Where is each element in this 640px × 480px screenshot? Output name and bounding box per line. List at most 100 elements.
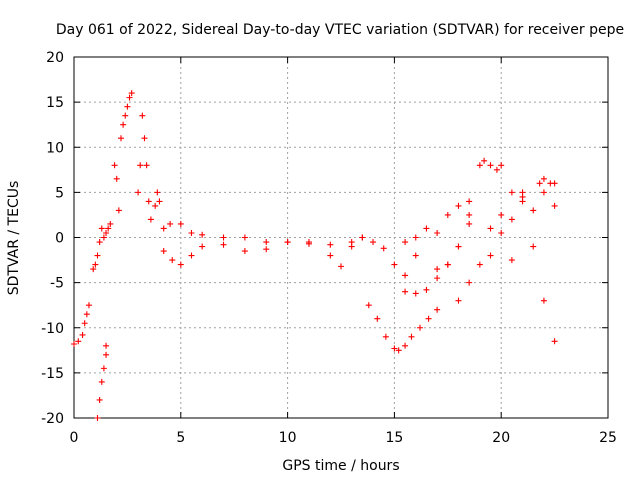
y-tick-label: 15 [46, 95, 64, 111]
data-point [425, 315, 432, 322]
data-point [141, 135, 148, 142]
data-point [466, 211, 473, 218]
data-point [359, 234, 366, 241]
data-point [476, 261, 483, 268]
data-point [90, 266, 97, 273]
y-tick-label: -10 [41, 321, 64, 337]
data-point [434, 266, 441, 273]
series-peak-2 [135, 112, 167, 232]
data-point [540, 175, 547, 182]
y-tick-label: -5 [50, 276, 64, 292]
data-point [94, 415, 101, 421]
series-upper-track [167, 220, 366, 248]
data-point [540, 297, 547, 304]
data-point [402, 288, 409, 295]
x-tick-label: 25 [599, 430, 617, 446]
data-point [493, 166, 500, 173]
chart-title: Day 061 of 2022, Sidereal Day-to-day VTE… [56, 22, 624, 38]
series-deep-dip [365, 302, 441, 354]
data-point [71, 340, 77, 347]
data-point [434, 306, 441, 313]
series-final-rise [508, 180, 558, 223]
x-tick-label: 15 [385, 430, 403, 446]
data-point [498, 211, 505, 218]
data-point [498, 162, 505, 169]
data-point [551, 202, 558, 209]
data-point [408, 333, 415, 340]
data-point [126, 94, 133, 101]
series-late-lower [455, 229, 515, 304]
data-point [188, 229, 195, 236]
data-point [327, 252, 334, 259]
data-point [434, 275, 441, 282]
data-point [145, 198, 152, 205]
series-track-16-upper [402, 202, 473, 246]
data-point [81, 320, 88, 327]
data-point [139, 112, 146, 119]
data-point [100, 234, 107, 241]
data-point [365, 302, 372, 309]
series-late-mid [487, 189, 526, 232]
x-tick-label: 20 [492, 430, 510, 446]
data-point [382, 333, 389, 340]
data-point [487, 252, 494, 259]
data-point [199, 231, 206, 238]
data-point [412, 252, 419, 259]
x-axis-label: GPS time / hours [282, 458, 399, 474]
data-point [120, 121, 127, 128]
data-point [105, 225, 112, 232]
data-point [423, 286, 430, 293]
series-early-drop [94, 342, 110, 421]
data-point [284, 239, 291, 246]
x-tick-label: 0 [70, 430, 79, 446]
data-point [103, 342, 110, 349]
data-point [444, 261, 451, 268]
data-point [417, 324, 424, 331]
data-point [519, 198, 526, 205]
data-point [487, 162, 494, 169]
data-point [412, 234, 419, 241]
data-point [160, 248, 167, 255]
data-point [117, 135, 124, 142]
data-point [434, 229, 441, 236]
data-point [540, 189, 547, 196]
data-point [455, 202, 462, 209]
data-point [100, 365, 107, 372]
data-point [124, 103, 131, 110]
series-mid-15 [359, 234, 419, 279]
data-point [85, 302, 92, 309]
y-tick-label: 5 [55, 185, 64, 201]
data-point [391, 261, 398, 268]
data-point [152, 202, 159, 209]
data-point [199, 243, 206, 250]
data-point [177, 220, 184, 227]
series-final-bump [536, 175, 558, 209]
data-point [380, 245, 387, 252]
data-point [412, 290, 419, 297]
data-point [96, 396, 103, 403]
data-point [103, 229, 110, 236]
y-tick-labels: -20 -15 -10 -5 0 5 10 15 20 [41, 50, 64, 427]
data-point [96, 239, 103, 246]
y-tick-label: 10 [46, 140, 64, 156]
series-early-rise [71, 302, 92, 347]
series-late-rise [434, 157, 505, 273]
data-point [402, 239, 409, 246]
data-point [374, 315, 381, 322]
data-point [177, 261, 184, 268]
data-point [455, 297, 462, 304]
data-point [79, 331, 86, 338]
data-point [305, 239, 312, 246]
data-point [423, 225, 430, 232]
y-tick-label: 20 [46, 50, 64, 66]
data-point [476, 162, 483, 169]
data-point [370, 239, 377, 246]
series-climb-1 [90, 220, 114, 273]
data-point [107, 220, 114, 227]
data-point [113, 175, 120, 182]
data-point [498, 229, 505, 236]
data-point [92, 261, 99, 268]
data-point [508, 257, 515, 264]
data-point [530, 207, 537, 214]
